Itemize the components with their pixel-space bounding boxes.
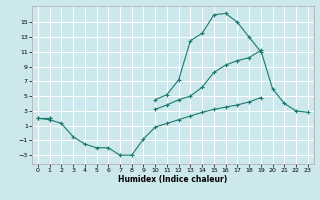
X-axis label: Humidex (Indice chaleur): Humidex (Indice chaleur) — [118, 175, 228, 184]
